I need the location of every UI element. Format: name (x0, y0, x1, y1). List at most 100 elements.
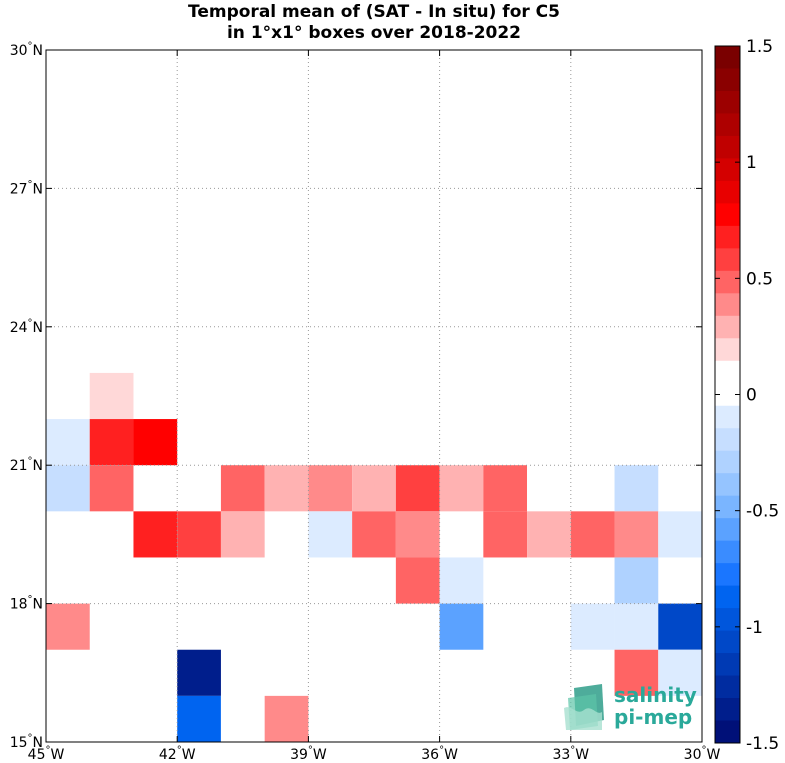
heatmap-cell (395, 557, 440, 604)
heatmap-cell (308, 419, 353, 466)
chart-title: Temporal mean of (SAT - In situ) for C5 (188, 2, 560, 22)
heatmap-cell (220, 465, 265, 512)
y-tick-label: 21°N (10, 456, 43, 474)
colorbar-swatch (715, 68, 740, 92)
x-tick-label: 45°W (28, 745, 65, 763)
colorbar-tick-label: -0.5 (746, 502, 779, 522)
heatmap-cell (46, 603, 90, 650)
colorbar-swatch (715, 180, 740, 204)
colorbar-tick-label: 1 (746, 153, 757, 173)
colorbar-swatch (715, 315, 740, 339)
heatmap-cell (264, 465, 309, 512)
heatmap-cell (614, 557, 659, 604)
heatmap-cell (527, 511, 571, 558)
colorbar-swatch (715, 473, 740, 497)
colorbar-swatch (715, 338, 740, 362)
colorbar-swatch (715, 698, 740, 722)
x-axis-ticks: 45°W 42°W 39°W 36°W 33°W 30°W (28, 50, 721, 763)
colorbar-swatch (715, 225, 740, 249)
colorbar-swatch (715, 630, 740, 654)
heatmap-cell (614, 511, 659, 558)
heatmap-cell (614, 603, 659, 650)
heatmap-cells (46, 372, 702, 742)
heatmap-cell (658, 603, 702, 650)
heatmap-cell (658, 649, 702, 696)
colorbar-swatch (715, 563, 740, 587)
colorbar-swatch (715, 46, 740, 69)
logo-text-pi-mep: pi-mep (614, 705, 693, 729)
colorbar-swatch (715, 135, 740, 159)
colorbar-swatch (715, 360, 740, 384)
colorbar-tick-label: -1.5 (746, 734, 779, 754)
heatmap-cell (133, 649, 178, 696)
colorbar-swatch (715, 203, 740, 227)
heatmap-cell (614, 649, 659, 696)
colorbar-tick-label: 1.5 (746, 37, 773, 57)
colorbar-swatch (715, 113, 740, 137)
heatmap-cell (89, 419, 134, 466)
colorbar-swatch (715, 720, 740, 744)
heatmap-cell (177, 649, 221, 696)
colorbar-swatch (715, 90, 740, 114)
heatmap-cell (308, 511, 353, 558)
heatmap-cell (395, 465, 440, 512)
heatmap-cell (133, 419, 178, 466)
heatmap-cell (527, 465, 571, 512)
heatmap-cell (570, 603, 615, 650)
heatmap-cell (133, 511, 178, 558)
heatmap-cell (46, 419, 90, 466)
heatmap-cell (308, 465, 353, 512)
heatmap-cell (220, 511, 265, 558)
colorbar-swatch (715, 293, 740, 317)
y-tick-label: 27°N (10, 179, 43, 197)
heatmap-cell (439, 465, 484, 512)
y-tick-label: 24°N (10, 318, 43, 336)
colorbar-swatch (715, 405, 740, 429)
colorbar-swatch (715, 270, 740, 294)
x-tick-label: 39°W (290, 745, 327, 763)
grid-lines (46, 50, 702, 742)
colorbar-swatch (715, 495, 740, 519)
x-tick-label: 33°W (552, 745, 589, 763)
x-tick-label: 42°W (159, 745, 196, 763)
plot-frame (45, 49, 703, 743)
y-tick-label: 18°N (10, 595, 43, 613)
colorbar-swatch (715, 428, 740, 452)
heatmap-cell (570, 511, 615, 558)
heatmap-cell (46, 465, 90, 512)
salinity-pi-mep-logo: salinity pi-mep (562, 680, 697, 732)
chart-subtitle: in 1°x1° boxes over 2018-2022 (226, 23, 522, 43)
heatmap-cell (264, 695, 309, 742)
colorbar-swatch (715, 540, 740, 564)
y-tick-label: 30°N (10, 41, 43, 59)
heatmap-cell (614, 465, 659, 512)
y-tick-label: 15°N (10, 733, 43, 751)
heatmap-cell (352, 511, 396, 558)
colorbar-swatch (715, 585, 740, 609)
heatmap-cell (177, 695, 221, 742)
heatmap-cell (658, 511, 702, 558)
x-tick-label: 30°W (684, 745, 721, 763)
colorbar-swatch (715, 158, 740, 182)
colorbar-tick-label: -1 (746, 618, 763, 638)
colorbar-swatch (715, 675, 740, 699)
colorbar-tick-label: 0.5 (746, 269, 773, 289)
heatmap-cell (220, 695, 265, 742)
colorbar-swatch (715, 518, 740, 542)
heatmap-cell (89, 372, 134, 420)
heatmap-cell (439, 603, 484, 650)
colorbar-swatch (715, 248, 740, 272)
heatmap-cell (483, 465, 528, 512)
heatmap-cell (483, 511, 528, 558)
heatmap-cell (395, 511, 440, 558)
colorbar-tick-label: 0 (746, 386, 757, 406)
x-tick-label: 36°W (421, 745, 458, 763)
colorbar-swatch (715, 450, 740, 474)
colorbar-swatch (715, 608, 740, 632)
heatmap-cell (352, 465, 396, 512)
colorbar: 1.5 1 0.5 0 -0.5 -1 -1.5 (714, 37, 779, 754)
heatmap-cell (439, 557, 484, 604)
logo-text-salinity: salinity (614, 683, 697, 707)
wave-logo-icon (564, 684, 604, 730)
